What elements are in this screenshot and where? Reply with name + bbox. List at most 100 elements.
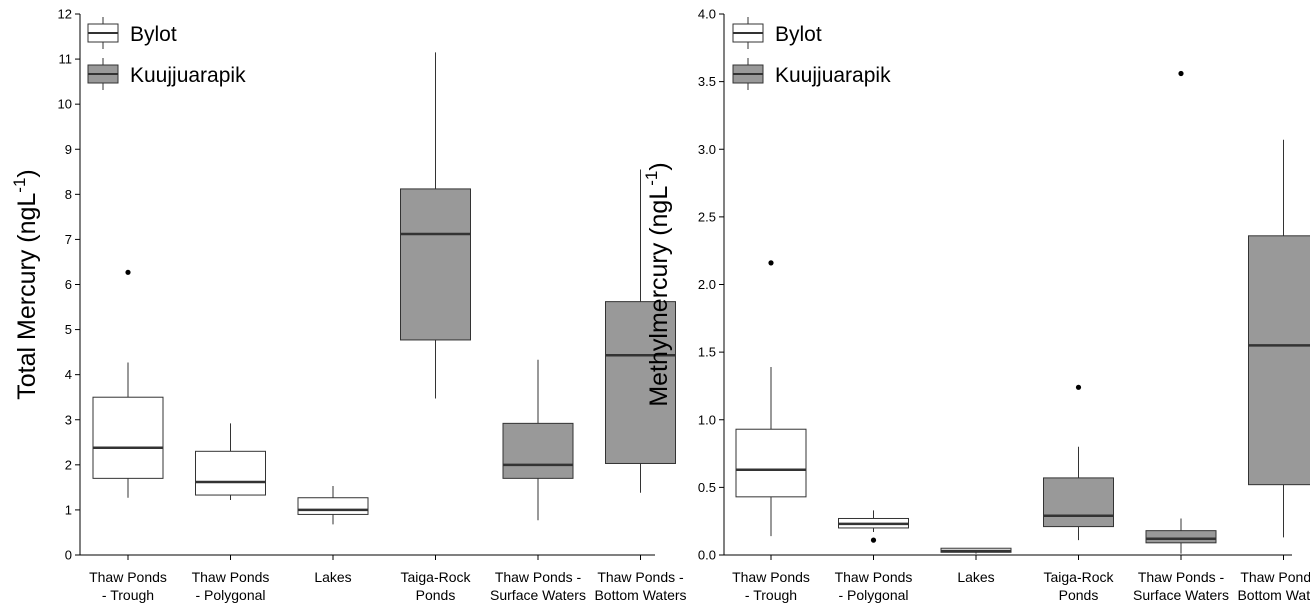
y-axis-label-superscript: -1	[10, 178, 29, 193]
iqr-box	[400, 188, 471, 341]
x-tick-label: Thaw Ponds - Polygonal	[192, 569, 270, 603]
y-tick-label: 4	[65, 367, 72, 382]
y-tick-label: 8	[65, 187, 72, 202]
x-tick-label: Thaw Ponds - Surface Waters	[490, 569, 586, 603]
box-3	[940, 547, 1012, 554]
x-tick-label-line: - Polygonal	[195, 587, 265, 603]
iqr-box	[297, 497, 369, 515]
x-tick-label-line: Thaw Ponds	[89, 569, 167, 585]
box-3	[297, 486, 369, 525]
y-tick-label: 4.0	[698, 7, 716, 22]
y-axis-label: Total Mercury (ngL-1)	[10, 169, 41, 399]
legend: Bylot Kuujjuarapik	[732, 17, 891, 90]
x-tick-label-line: Ponds	[416, 587, 456, 603]
legend-label: Kuujjuarapik	[130, 64, 246, 87]
box-4	[1043, 384, 1114, 541]
legend-label: Bylot	[775, 23, 822, 46]
chart-panel-2: 0.0 0.5 1.0 1.5 2.0 2.5 3.0 3.5 4.0 Methylmercury…	[642, 7, 1310, 603]
x-tick-label: Thaw Ponds - Trough	[732, 569, 810, 603]
y-tick-label: 11	[59, 52, 73, 67]
iqr-box	[502, 422, 574, 479]
x-tick-label: Lakes	[957, 569, 994, 585]
legend: Bylot Kuujjuarapik	[87, 17, 246, 90]
x-tick-label-line: - Polygonal	[838, 587, 908, 603]
outlier-point	[1178, 70, 1184, 77]
y-axis-label-close: )	[645, 162, 673, 170]
x-tick-label: Thaw Ponds - Surface Waters	[1133, 569, 1229, 603]
iqr-box	[1248, 235, 1310, 486]
x-tick-label-line: Thaw Ponds -	[1138, 569, 1225, 585]
x-tick-label-line: Thaw Ponds -	[597, 569, 684, 585]
x-tick-label: Taiga-Rock Ponds	[1043, 569, 1114, 603]
x-tick-label-line: Surface Waters	[1133, 587, 1229, 603]
outlier-point	[768, 260, 774, 266]
y-tick-label: 2	[65, 457, 72, 472]
legend-label: Kuujjuarapik	[775, 64, 891, 87]
box-6	[605, 169, 676, 493]
x-tick-label-line: Thaw Ponds	[835, 569, 913, 585]
x-tick-label-line: Taiga-Rock	[400, 569, 471, 585]
box-5	[502, 359, 574, 521]
x-tick-label-line: Thaw Ponds -	[1240, 569, 1310, 585]
y-tick-label: 1.0	[698, 412, 716, 427]
y-axis-label-main: Total Mercury (ngL	[13, 193, 41, 400]
x-tick-label-line: Bottom Waters	[594, 587, 686, 603]
box-5	[1145, 70, 1217, 554]
legend-item-bylot: Bylot	[732, 17, 822, 49]
iqr-box	[1043, 477, 1114, 528]
box-4	[400, 52, 471, 399]
iqr-box	[735, 428, 807, 498]
box-1	[735, 260, 807, 537]
y-tick-label: 5	[65, 322, 72, 337]
x-tick-label: Thaw Ponds - Trough	[89, 569, 167, 603]
iqr-box	[195, 450, 266, 496]
y-tick-label: 1	[65, 502, 72, 517]
y-tick-label: 10	[58, 97, 72, 112]
y-tick-label: 9	[65, 142, 72, 157]
y-axis-label-superscript: -1	[642, 171, 661, 186]
iqr-box	[1145, 530, 1217, 544]
box-1	[92, 269, 164, 498]
y-tick-label: 0.5	[698, 480, 716, 495]
x-tick-label: Taiga-Rock Ponds	[400, 569, 471, 603]
y-tick-label: 0	[65, 548, 72, 563]
x-tick-label-line: - Trough	[745, 587, 797, 603]
x-tick-label-line: Lakes	[314, 569, 351, 585]
x-tick-label-line: Thaw Ponds -	[495, 569, 582, 585]
y-axis-label: Methylmercury (ngL-1)	[642, 162, 673, 406]
y-axis-label-main: Methylmercury (ngL	[645, 186, 673, 407]
x-tick-label-line: Thaw Ponds	[192, 569, 270, 585]
x-tick-label-line: Surface Waters	[490, 587, 586, 603]
legend-item-kuujjuarapik: Kuujjuarapik	[87, 58, 246, 90]
x-tick-label: Thaw Ponds - Polygonal	[835, 569, 913, 603]
x-tick-label-line: - Trough	[102, 587, 154, 603]
iqr-box	[605, 301, 676, 464]
box-2	[838, 510, 909, 543]
x-tick-label: Lakes	[314, 569, 351, 585]
x-tick-label-line: Thaw Ponds	[732, 569, 810, 585]
x-tick-label-line: Bottom Waters	[1237, 587, 1310, 603]
iqr-box	[92, 396, 164, 479]
y-tick-label: 3.0	[698, 142, 716, 157]
y-tick-label: 0.0	[698, 548, 716, 563]
x-tick-label-line: Ponds	[1059, 587, 1099, 603]
legend-item-bylot: Bylot	[87, 17, 177, 49]
x-tick-label: Thaw Ponds - Bottom Waters	[594, 569, 686, 603]
y-tick-label: 2.5	[698, 209, 716, 224]
y-tick-label: 12	[58, 7, 72, 22]
x-tick-label: Thaw Ponds - Bottom Waters	[1237, 569, 1310, 603]
box-2	[195, 423, 266, 500]
y-tick-label: 3	[65, 412, 72, 427]
legend-label: Bylot	[130, 23, 177, 46]
legend-item-kuujjuarapik: Kuujjuarapik	[732, 58, 891, 90]
y-tick-label: 7	[65, 232, 72, 247]
x-tick-label-line: Lakes	[957, 569, 994, 585]
x-tick-label-line: Taiga-Rock	[1043, 569, 1114, 585]
y-tick-label: 2.0	[698, 277, 716, 292]
outlier-point	[1075, 384, 1082, 390]
y-tick-label: 3.5	[698, 74, 716, 89]
box-6	[1248, 139, 1310, 538]
y-tick-label: 1.5	[698, 345, 716, 360]
